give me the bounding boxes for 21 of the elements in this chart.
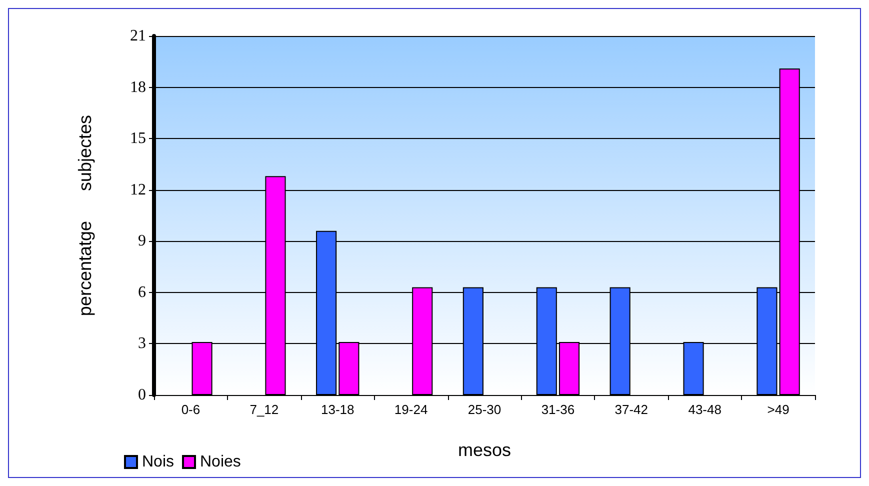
- legend-label: Noies: [200, 454, 241, 470]
- legend-label: Nois: [142, 454, 174, 470]
- y-tick-label: 9: [138, 232, 146, 250]
- x-tick-label: >49: [767, 402, 790, 417]
- y-tick-label: 18: [130, 78, 146, 96]
- x-tick-label: 19-24: [394, 402, 428, 417]
- x-axis-title: mesos: [458, 440, 512, 460]
- x-tick-label: 7_12: [250, 402, 279, 417]
- x-tick-label: 37-42: [614, 402, 648, 417]
- x-tick-label: 25-30: [468, 402, 502, 417]
- x-tick-label: 31-36: [541, 402, 575, 417]
- y-tick-label: 21: [130, 28, 146, 44]
- y-tick-label: 12: [130, 181, 146, 198]
- y-tick-label: 3: [138, 335, 146, 352]
- y-tick-label: 6: [138, 284, 146, 301]
- y-tick-label: 0: [138, 386, 146, 404]
- x-tick-label: 13-18: [320, 402, 354, 417]
- x-tick-label: 43-48: [688, 402, 722, 417]
- y-tick-label: 15: [130, 130, 146, 148]
- x-tick-label: 0-6: [181, 402, 200, 417]
- y-axis-title: percentatge subjectes: [75, 114, 95, 316]
